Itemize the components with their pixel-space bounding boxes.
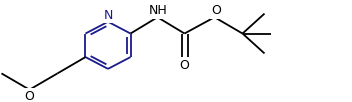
Text: N: N (103, 9, 113, 22)
Text: O: O (180, 59, 189, 72)
Text: NH: NH (149, 4, 168, 17)
Text: O: O (212, 4, 221, 17)
Text: O: O (25, 90, 34, 102)
